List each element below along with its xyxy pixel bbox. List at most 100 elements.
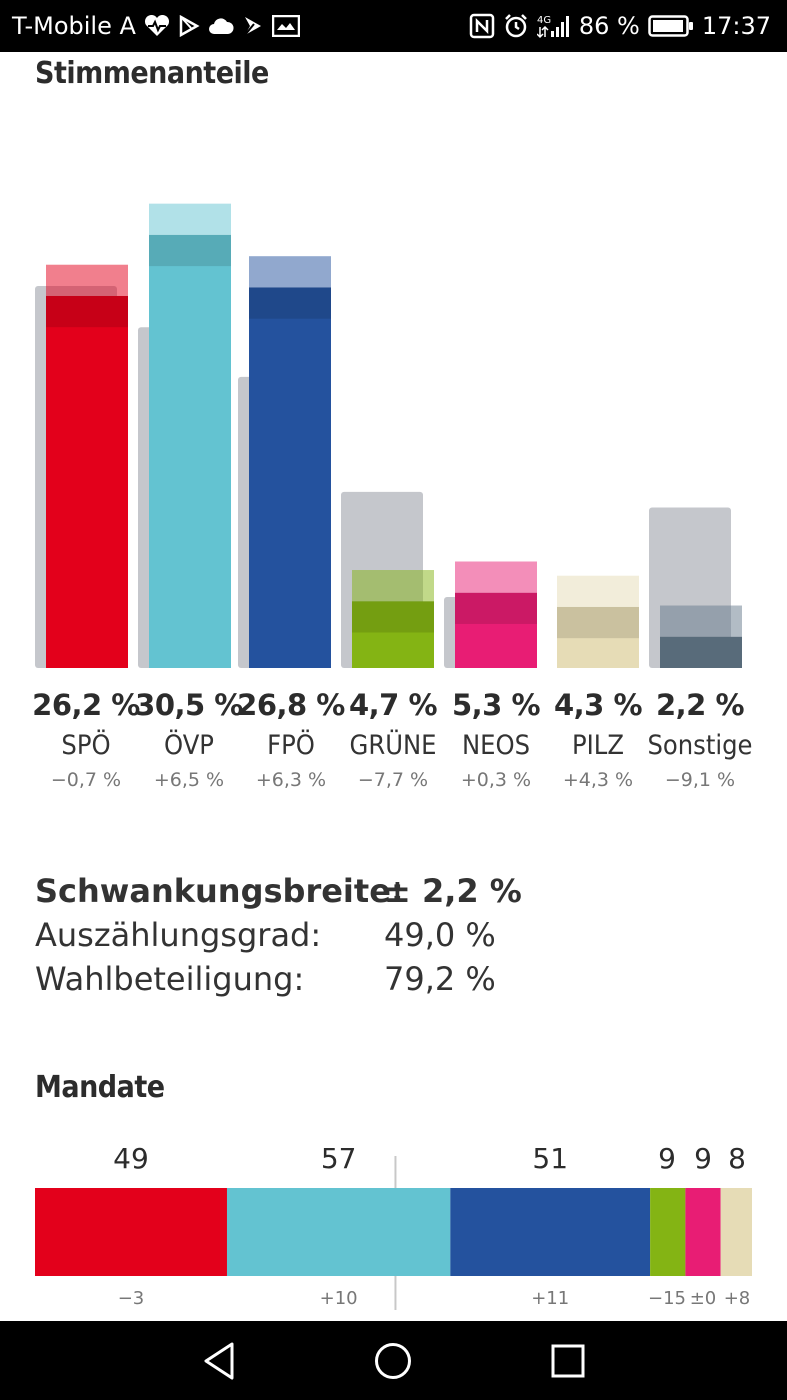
mandate-segment-pilz [720,1188,752,1276]
margin-band-lower-pilz [557,606,639,639]
party-change: +6,3 % [255,769,327,791]
party-column-grune: 4,7 % GRÜNE −7,7 % [338,688,448,791]
heart-rate-icon [144,15,170,37]
battery-percent: 86 % [578,12,640,40]
party-column-sonstige: 2,2 % Sonstige −9,1 % [645,688,755,791]
margin-band-lower-neos [455,592,537,624]
mandate-count-spo: 49 [113,1142,149,1175]
clock: 17:37 [701,12,771,40]
mail-icon [271,15,300,37]
counted-row: Auszählungsgrad: 49,0 % [35,916,755,960]
margin-band-upper-neos [455,561,537,593]
party-change: −9,1 % [664,769,736,791]
current-result-bar-pilz [557,606,639,668]
status-bar-left: T-Mobile A [12,10,300,42]
party-change: +0,3 % [460,769,532,791]
alarm-icon [503,13,529,39]
party-name: SPÖ [61,730,111,761]
party-change: +6,5 % [153,769,225,791]
margin-of-error-value: ± 2,2 % [384,872,522,910]
home-icon[interactable] [371,1339,415,1383]
party-column-pilz: 4,3 % PILZ +4,3 % [543,688,653,791]
margin-band-upper-pilz [557,575,639,607]
party-percentage: 26,2 % [32,688,140,722]
party-name: ÖVP [164,730,214,761]
mandate-change-grune: −15 [648,1288,686,1309]
mandate-segment-neos [685,1188,721,1276]
flag-icon [242,15,264,37]
mandate-change-spo: −3 [117,1288,145,1309]
mandate-count-fpo: 51 [532,1142,569,1175]
party-percentage: 4,3 % [553,688,643,722]
party-column-ovp: 30,5 % ÖVP +6,5 % [134,688,244,791]
party-name: Sonstige [647,730,753,761]
back-icon[interactable] [197,1339,241,1383]
party-percentage: 2,2 % [655,688,745,722]
party-name: GRÜNE [349,730,437,761]
party-percentage: 4,7 % [348,688,438,722]
current-result-bar-neos [455,592,537,668]
svg-text:4G: 4G [537,15,551,26]
vote-share-heading: Stimmenanteile [35,56,269,91]
status-bar-right: 4G 86 % 17:37 [469,10,771,42]
party-change: +4,3 % [562,769,634,791]
signal-4g-icon: 4G [536,13,571,39]
nfc-icon [469,13,495,39]
turnout-label: Wahlbeteiligung: [35,960,305,998]
counted-value: 49,0 % [384,916,496,954]
battery-icon [648,14,694,38]
current-result-bar-sonstige [660,636,742,668]
current-result-bar-spo [46,295,128,668]
turnout-value: 79,2 % [384,960,496,998]
party-column-fpo: 26,8 % FPÖ +6,3 % [236,688,346,791]
party-column-neos: 5,3 % NEOS +0,3 % [441,688,551,791]
mandate-change-ovp: +10 [319,1288,358,1309]
current-result-bar-fpo [249,287,331,668]
current-result-bar-grune [352,601,434,668]
party-percentage: 30,5 % [135,688,243,722]
mandates-heading: Mandate [35,1070,165,1105]
recents-icon[interactable] [546,1339,590,1383]
election-stats: Schwankungsbreite: ± 2,2 % Auszählungsgr… [35,872,755,1004]
vote-share-chart [0,120,787,680]
mandate-segment-spo [35,1188,227,1276]
navigation-bar [0,1321,787,1400]
margin-band-lower-spo [46,295,128,328]
current-result-bar-ovp [149,234,231,668]
party-name: PILZ [572,730,624,761]
party-percentage: 5,3 % [451,688,541,722]
margin-band-upper-sonstige [660,605,742,637]
mandate-change-neos: ±0 [689,1288,717,1309]
mandate-count-neos: 9 [694,1142,712,1175]
status-bar: T-Mobile A 4G 86 % 17:37 [0,0,787,52]
turnout-row: Wahlbeteiligung: 79,2 % [35,960,755,1004]
mandate-change-pilz: +8 [723,1288,751,1309]
margin-band-lower-fpo [249,287,331,319]
play-store-icon [178,15,200,37]
mandate-count-ovp: 57 [320,1142,357,1175]
mandate-count-pilz: 8 [728,1142,746,1175]
mandate-segment-ovp [226,1188,451,1276]
cloud-icon [208,17,234,35]
margin-band-upper-grune [352,570,434,602]
mandate-segment-fpo [450,1188,651,1276]
mandate-change-fpo: +11 [531,1288,570,1309]
party-change: −0,7 % [50,769,122,791]
party-name: NEOS [461,730,531,761]
margin-band-upper-spo [46,264,128,296]
vote-share-bars [35,203,742,668]
margin-band-lower-grune [352,601,434,633]
margin-band-upper-ovp [149,203,231,235]
vote-share-labels: 26,2 % SPÖ −0,7 % 30,5 % ÖVP +6,5 % 26,8… [0,688,787,808]
party-change: −7,7 % [357,769,429,791]
counted-label: Auszählungsgrad: [35,916,322,954]
margin-of-error-row: Schwankungsbreite: ± 2,2 % [35,872,755,916]
margin-band-upper-fpo [249,256,331,288]
party-name: FPÖ [267,730,315,761]
mandate-segment-grune [650,1188,686,1276]
mandates-chart: 49 −3 57 +10 51 +11 9 −15 9 ±0 8 +8 [0,1130,787,1320]
party-column-spo: 26,2 % SPÖ −0,7 % [31,688,141,791]
margin-band-lower-sonstige [660,636,742,668]
mandates-bar [35,1156,752,1310]
mandate-count-grune: 9 [658,1142,676,1175]
